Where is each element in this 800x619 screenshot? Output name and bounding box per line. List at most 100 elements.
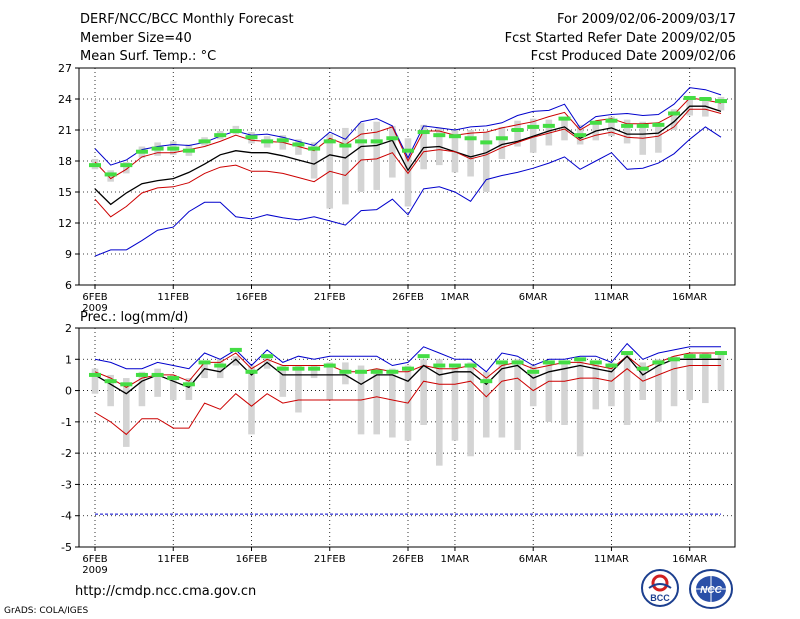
y-tick-label: 27 <box>58 62 72 75</box>
series-line-min <box>94 126 722 257</box>
range-bar <box>326 362 334 400</box>
x-tick-label: 16FEB <box>236 554 268 565</box>
range-bar <box>655 359 662 422</box>
range-bar <box>389 368 396 438</box>
x-year-label: 2009 <box>82 303 107 314</box>
x-tick-label: 26FEB <box>392 292 424 303</box>
grads-credit: GrADS: COLA/IGES <box>4 606 89 616</box>
chart-title: DERF/NCC/BCC Monthly Forecast <box>80 12 294 27</box>
ncc-logo: NCC <box>688 568 734 610</box>
y-tick-label: 9 <box>65 248 72 261</box>
y-tick-label: 0 <box>65 385 72 398</box>
plot-frame <box>78 327 736 548</box>
variable-label: Mean Surf. Temp.: °C <box>80 49 217 64</box>
range-bar <box>123 378 130 447</box>
y-tick-label: -5 <box>61 541 72 554</box>
x-tick-label: 6FEB <box>82 554 107 565</box>
y-tick-label: -4 <box>61 510 72 523</box>
x-tick-label: 6FEB <box>82 292 107 303</box>
range-bar <box>279 365 287 397</box>
range-bar <box>310 365 318 379</box>
range-bar <box>702 99 709 117</box>
range-bar <box>216 359 224 379</box>
y-tick-label: 6 <box>65 279 72 292</box>
range-bar <box>404 138 412 207</box>
x-year-label: 2009 <box>82 565 107 576</box>
range-bar <box>467 130 474 177</box>
range-bar <box>545 362 553 422</box>
range-bar <box>576 359 584 457</box>
range-bar <box>373 368 380 435</box>
x-tick-label: 26FEB <box>392 554 424 565</box>
temperature-panel: 6 9 12 15 18 21 24 27 6FEB 11FEB 16FEB 21FEB 26FEB 1M… <box>58 62 736 314</box>
series-line-mean <box>94 105 722 206</box>
range-bar <box>655 122 662 153</box>
ncc-logo-text: NCC <box>700 585 722 596</box>
series-line-lower <box>94 365 721 436</box>
range-bar <box>608 116 615 137</box>
range-bar <box>670 109 678 130</box>
y-tick-label: 21 <box>58 124 72 137</box>
range-bar <box>232 356 240 366</box>
x-tick-label: 21FEB <box>314 292 346 303</box>
range-bar <box>608 362 615 407</box>
range-bar <box>373 121 380 190</box>
y-tick-label: 2 <box>65 322 72 335</box>
bcc-logo: BCC <box>640 568 680 608</box>
range-bar <box>310 142 318 179</box>
range-bar <box>169 374 177 400</box>
x-tick-label: 11FEB <box>157 292 189 303</box>
range-bar <box>498 362 506 438</box>
range-bar <box>670 356 678 407</box>
range-bar <box>123 162 130 174</box>
range-bar <box>482 132 490 192</box>
series-line-max <box>94 342 721 373</box>
y-tick-label: 1 <box>65 353 72 366</box>
range-bar <box>138 371 146 407</box>
member-size: Member Size=40 <box>80 31 192 46</box>
range-bar <box>185 378 193 400</box>
range-bar <box>107 374 114 407</box>
range-bar <box>561 116 568 141</box>
range-bar <box>623 353 631 425</box>
x-tick-label: 6MAR <box>519 554 548 565</box>
y-tick-label: -2 <box>61 447 72 460</box>
x-tick-label: 21FEB <box>314 554 346 565</box>
range-bar <box>529 365 537 407</box>
bcc-logo-text: BCC <box>650 593 670 603</box>
x-tick-label: 16MAR <box>672 554 707 565</box>
y-tick-label: 12 <box>58 217 72 230</box>
range-bar <box>154 368 161 397</box>
x-tick-label: 16FEB <box>236 292 268 303</box>
range-bar <box>514 120 521 147</box>
range-bar <box>295 139 302 155</box>
range-bar <box>702 353 709 404</box>
range-bar <box>451 128 459 173</box>
x-tick-label: 1MAR <box>441 554 470 565</box>
range-bar <box>357 122 365 192</box>
range-bar <box>451 365 459 441</box>
source-url[interactable]: http://cmdp.ncc.cma.gov.cn <box>75 584 257 599</box>
series-line-max <box>94 87 722 166</box>
range-bar <box>717 96 725 111</box>
precip-panel-title: Prec.: log(mm/d) <box>80 310 189 325</box>
range-bar <box>561 362 568 425</box>
range-bar <box>482 371 490 438</box>
range-bar <box>248 365 255 435</box>
x-tick-label: 6MAR <box>519 292 548 303</box>
range-bar <box>514 359 521 451</box>
range-bar <box>623 119 631 144</box>
forecast-period: For 2009/02/06-2009/03/17 <box>557 12 736 27</box>
range-bar <box>420 359 427 425</box>
range-bar <box>467 362 474 457</box>
x-tick-label: 11FEB <box>157 554 189 565</box>
range-bar <box>389 125 396 178</box>
x-tick-label: 16MAR <box>672 292 707 303</box>
range-bar <box>201 362 208 379</box>
x-tick-label: 11MAR <box>594 554 629 565</box>
fcst-produced-date: Fcst Produced Date 2009/02/06 <box>530 49 736 64</box>
series-line-lower <box>94 108 722 218</box>
y-tick-label: -3 <box>61 478 72 491</box>
